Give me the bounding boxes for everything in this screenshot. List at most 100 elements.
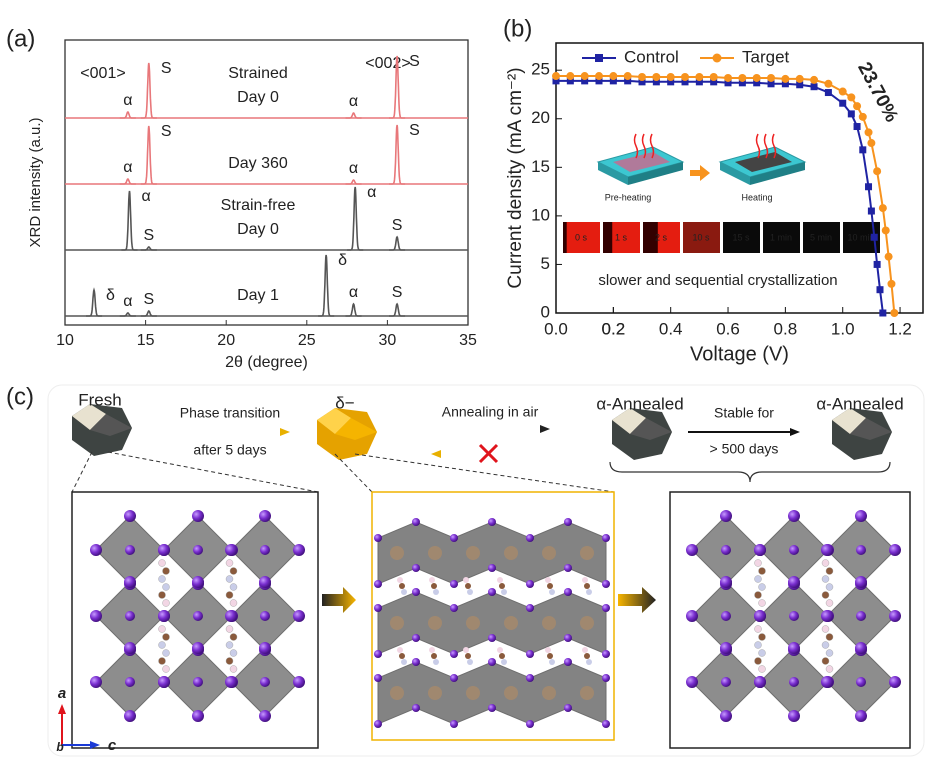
annotation: <002> xyxy=(365,55,410,72)
marker xyxy=(873,167,881,175)
frame-dark xyxy=(603,222,612,253)
atom xyxy=(755,560,762,567)
x-axis-label: 2θ (degree) xyxy=(225,354,308,371)
atom xyxy=(431,583,437,589)
atom xyxy=(501,589,507,595)
iodide xyxy=(193,677,203,687)
x-tick-label: 25 xyxy=(298,332,316,349)
brace xyxy=(610,462,890,482)
atom xyxy=(497,577,503,583)
marker xyxy=(681,73,689,81)
marker xyxy=(859,113,867,121)
marker xyxy=(839,100,846,107)
iodide xyxy=(721,611,731,621)
iodide xyxy=(526,604,534,612)
atom xyxy=(547,583,553,589)
iodide xyxy=(564,588,572,596)
atom xyxy=(822,560,829,567)
atom xyxy=(159,642,166,649)
x-axis-label: Voltage (V) xyxy=(690,343,789,365)
atom xyxy=(545,647,551,653)
atom xyxy=(429,577,435,583)
annotation: <001> xyxy=(80,65,125,82)
iodide xyxy=(450,720,458,728)
marker xyxy=(667,73,675,81)
peak-label: δ xyxy=(338,252,347,269)
iodide xyxy=(721,677,731,687)
iodide xyxy=(259,642,271,654)
iodide xyxy=(526,674,534,682)
iodide xyxy=(602,720,610,728)
iodide xyxy=(856,611,866,621)
lead xyxy=(504,686,518,700)
iodide xyxy=(225,676,237,688)
marker xyxy=(724,74,732,82)
x-tick-label: 0.2 xyxy=(602,319,626,338)
atom xyxy=(226,626,233,633)
iodide xyxy=(721,545,731,555)
atom xyxy=(467,589,473,595)
stage-label: Fresh xyxy=(78,390,121,409)
x-tick-label: 20 xyxy=(217,332,235,349)
peak-label: S xyxy=(161,60,172,77)
frame-label: 0 s xyxy=(575,232,588,242)
iodide xyxy=(158,610,170,622)
lead xyxy=(504,546,518,560)
atom xyxy=(159,658,166,665)
atom xyxy=(826,600,833,607)
atom xyxy=(465,583,471,589)
marker xyxy=(796,75,804,83)
atom xyxy=(433,589,439,595)
atom xyxy=(755,642,762,649)
iodide xyxy=(450,534,458,542)
atom xyxy=(826,666,833,673)
atom xyxy=(755,626,762,633)
atom xyxy=(163,568,170,575)
marker xyxy=(871,234,878,241)
atom xyxy=(759,650,766,657)
atom xyxy=(226,642,233,649)
marker xyxy=(811,83,818,90)
iodide xyxy=(754,544,766,556)
iodide xyxy=(564,658,572,666)
iodide xyxy=(158,544,170,556)
x-tick-label: 15 xyxy=(137,332,155,349)
iodide xyxy=(821,676,833,688)
y-tick-label: 20 xyxy=(531,108,550,127)
lead xyxy=(580,546,594,560)
iodide xyxy=(125,677,135,687)
arrow-label: Phase transition xyxy=(180,405,280,421)
atom xyxy=(545,577,551,583)
iodide xyxy=(192,510,204,522)
y-tick-label: 15 xyxy=(531,157,550,176)
atom xyxy=(401,659,407,665)
marker xyxy=(868,208,875,215)
marker xyxy=(767,74,775,82)
marker xyxy=(552,72,560,80)
atom xyxy=(230,568,237,575)
iodide xyxy=(412,588,420,596)
iodide xyxy=(259,710,271,722)
peak xyxy=(389,237,405,250)
arrow-label: after 5 days xyxy=(193,442,266,458)
legend-label: Target xyxy=(742,47,790,66)
iodide xyxy=(488,518,496,526)
inset-caption: slower and sequential crystallization xyxy=(598,272,837,289)
trace-label: Strained xyxy=(228,65,288,82)
marker xyxy=(695,73,703,81)
marker xyxy=(710,73,718,81)
iodide xyxy=(720,642,732,654)
iodide xyxy=(125,545,135,555)
lead xyxy=(542,686,556,700)
iodide xyxy=(686,610,698,622)
atom xyxy=(163,600,170,607)
iodide xyxy=(855,710,867,722)
iodide xyxy=(374,674,382,682)
iodide xyxy=(788,710,800,722)
atom xyxy=(159,626,166,633)
panel-label: (a) xyxy=(6,25,35,52)
iodide xyxy=(855,642,867,654)
peak xyxy=(389,125,405,184)
atom xyxy=(826,650,833,657)
marker xyxy=(865,128,873,136)
